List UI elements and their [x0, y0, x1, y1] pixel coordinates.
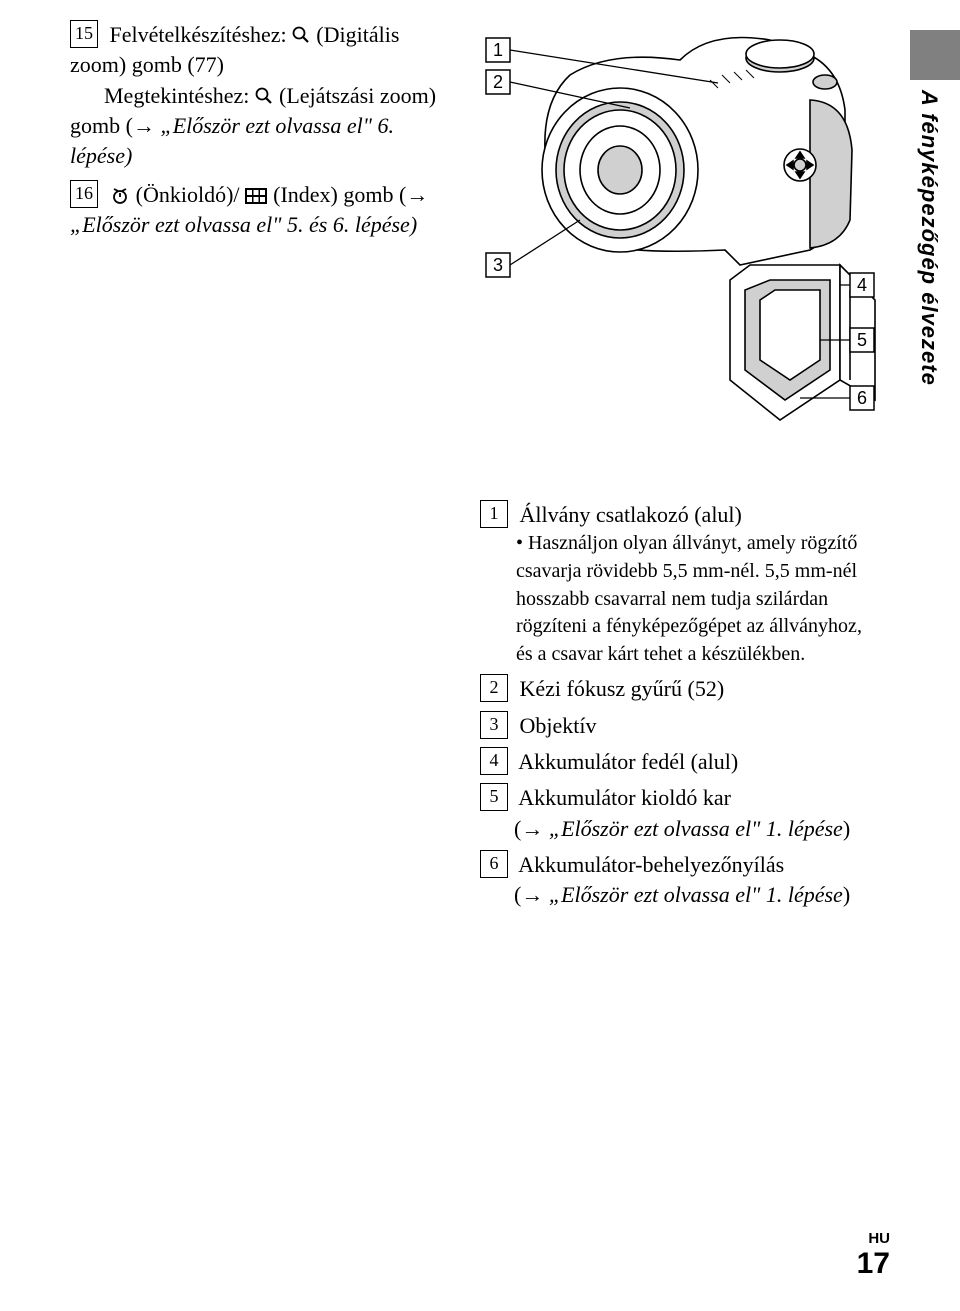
- legend-2: 2 Kézi fókusz gyűrű (52): [480, 674, 870, 704]
- item-number-15: 15: [70, 20, 98, 48]
- left-column: 15 Felvételkészítéshez: (Digitális zoom)…: [70, 20, 450, 241]
- right-column: 1 2 3 4 5 6: [480, 20, 880, 450]
- legend-5-ref: „Először ezt olvassa el" 1. lépése: [549, 816, 843, 841]
- item-number-16: 16: [70, 180, 98, 208]
- diagram-label-3: 3: [493, 255, 503, 275]
- item-15-text-c: Megtekintéshez:: [104, 83, 255, 108]
- item-16-text-a: (Önkioldó)/: [136, 182, 240, 207]
- arrow-icon: →: [521, 882, 543, 907]
- magnifier-icon: [292, 22, 316, 47]
- diagram-label-5: 5: [857, 330, 867, 350]
- legend-5: 5 Akkumulátor kioldó kar (→ „Először ezt…: [480, 783, 870, 844]
- magnifier-icon: [255, 83, 279, 108]
- diagram-label-4: 4: [857, 275, 867, 295]
- legend-3-title: Objektív: [520, 713, 597, 738]
- legend-6: 6 Akkumulátor-behelyezőnyílás (→ „Előszö…: [480, 850, 870, 911]
- item-16-text-b: (Index) gomb (: [273, 182, 406, 207]
- legend-4: 4 Akkumulátor fedél (alul): [480, 747, 870, 777]
- footer-lang: HU: [857, 1230, 890, 1247]
- page-footer: HU 17: [857, 1230, 890, 1281]
- arrow-icon: →: [521, 816, 543, 841]
- legend-num-4: 4: [480, 747, 508, 775]
- diagram-label-1: 1: [493, 40, 503, 60]
- legend-1: 1 Állvány csatlakozó (alul) Használjon o…: [480, 500, 870, 668]
- diagram-label-6: 6: [857, 388, 867, 408]
- item-15-text-a: Felvételkészítéshez:: [110, 22, 293, 47]
- legend-num-1: 1: [480, 500, 508, 528]
- selftimer-icon: [110, 182, 136, 207]
- item-16: 16 (Önkioldó)/: [70, 180, 450, 241]
- legend-6-ref: „Először ezt olvassa el" 1. lépése: [549, 882, 843, 907]
- legend-1-sub: Használjon olyan állványt, amely rögzítő…: [516, 530, 870, 668]
- legend: 1 Állvány csatlakozó (alul) Használjon o…: [480, 500, 870, 917]
- legend-2-title: Kézi fókusz gyűrű (52): [520, 676, 725, 701]
- legend-num-5: 5: [480, 783, 508, 811]
- legend-5-title: Akkumulátor kioldó kar: [518, 785, 731, 810]
- item-15: 15 Felvételkészítéshez: (Digitális zoom)…: [70, 20, 450, 172]
- legend-num-2: 2: [480, 674, 508, 702]
- legend-num-3: 3: [480, 711, 508, 739]
- index-icon: [245, 182, 273, 207]
- manual-page: A fényképezőgép élvezete 15 Felvételkész…: [0, 0, 960, 1311]
- item-16-text-c: „Először ezt olvassa el" 5. és 6. lépése…: [70, 212, 417, 237]
- legend-6-title: Akkumulátor-behelyezőnyílás: [518, 852, 784, 877]
- arrow-icon: →: [133, 113, 155, 138]
- legend-3: 3 Objektív: [480, 711, 870, 741]
- legend-4-title: Akkumulátor fedél (alul): [518, 749, 738, 774]
- diagram-label-2: 2: [493, 72, 503, 92]
- footer-page-number: 17: [857, 1247, 890, 1281]
- legend-num-6: 6: [480, 850, 508, 878]
- section-tab: [910, 30, 960, 80]
- section-label: A fényképezőgép élvezete: [916, 90, 942, 386]
- camera-diagram: 1 2 3 4 5 6: [480, 20, 880, 450]
- legend-1-title: Állvány csatlakozó (alul): [520, 502, 742, 527]
- arrow-icon: →: [406, 182, 428, 207]
